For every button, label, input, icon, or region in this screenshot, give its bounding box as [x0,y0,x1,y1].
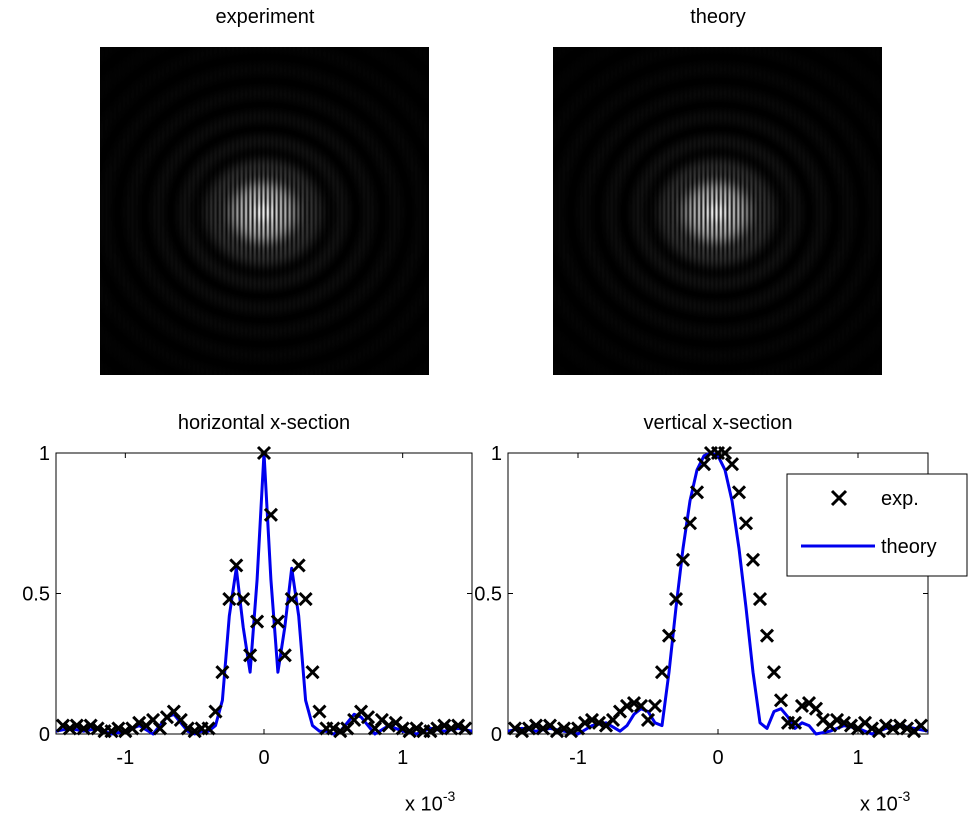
exp-point [766,665,782,680]
exp-point [661,628,677,643]
exp-point [277,648,292,663]
x-tick-label: -1 [116,747,134,769]
y-tick-label: 1 [39,443,50,465]
exp-point [250,614,265,629]
exp-point [689,485,705,500]
exp-point [640,712,656,728]
theory-pattern [553,47,882,375]
exp-point [787,715,803,730]
x-tick-label: 1 [852,747,863,769]
exp-point [745,552,761,567]
exp-point [773,693,789,708]
exp-point [696,457,712,472]
legend-marker-exp [830,489,848,507]
image-title-theory: theory [690,6,746,28]
exp-point [360,710,376,725]
legend-label: theory [881,536,937,558]
exp-point [724,457,740,472]
exp-point [243,648,258,663]
exp-point [263,507,278,522]
exp-point [291,558,306,573]
exp-point [654,665,670,680]
x-tick-label: 0 [712,747,723,769]
exp-point [305,665,320,680]
exp-point [759,628,775,643]
exp-point [808,701,824,716]
exp-point [270,614,285,629]
exp-point [913,718,929,733]
y-tick-label: 1 [491,443,502,465]
x-multiplier-vertical: x 10-3 [860,788,911,816]
x-tick-label: 0 [258,747,269,769]
exp-point [675,552,691,567]
exp-point [717,445,733,461]
exp-point [682,516,698,531]
experiment-image [100,47,429,375]
x-tick-label: -1 [569,747,587,769]
experiment-pattern [100,47,429,375]
exp-point [458,721,473,736]
exp-point [201,721,216,736]
exp-point [752,592,768,607]
legend-box [786,473,968,577]
theory-image [553,47,882,375]
y-tick-label: 0 [39,724,50,746]
exp-point [633,698,649,713]
x-multiplier-horizontal: x 10-3 [405,788,456,816]
exp-point [731,485,747,500]
exp-point [222,592,237,607]
y-tick-label: 0.5 [22,584,50,606]
chart-title-horizontal: horizontal x-section [177,412,351,434]
exp-point [312,704,327,719]
chart-title-vertical: vertical x-section [643,412,793,434]
exp-point [284,592,299,607]
y-tick-label: 0.5 [474,584,502,606]
exp-point [215,665,230,680]
exp-point [152,721,168,736]
image-title-experiment: experiment [215,6,315,28]
exp-point [647,698,663,713]
y-tick-label: 0 [491,724,502,746]
exp-point [738,516,754,531]
exp-point [208,704,223,719]
legend-label: exp. [881,488,919,510]
axes-box [55,452,473,735]
exp-point [236,592,251,607]
exp-point [256,445,272,461]
exp-point [298,592,313,607]
exp-point [229,558,244,573]
exp-point [668,592,684,607]
x-tick-label: 1 [397,747,408,769]
